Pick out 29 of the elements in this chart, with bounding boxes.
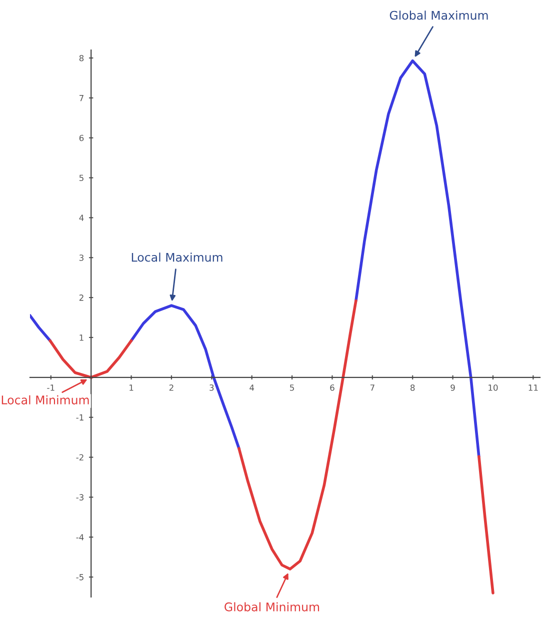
y-tick-label: -3 [76, 494, 84, 500]
y-tick-label: 5 [79, 174, 84, 182]
x-tick-label: 5 [290, 384, 294, 391]
y-tick-label: -1 [76, 414, 84, 420]
x-tick-label: 11 [528, 384, 538, 391]
x-tick-label: 4 [250, 384, 254, 391]
annotation: Global Maximum [390, 10, 488, 20]
y-tick-label: 2 [79, 294, 84, 301]
x-tick-label: 6 [330, 384, 334, 391]
x-tick-label: -1 [47, 384, 54, 391]
x-tick-label: 3 [210, 384, 214, 391]
y-tick-label: 8 [79, 54, 84, 62]
annotation: Local Minimum [2, 395, 89, 404]
y-tick-label: 6 [79, 134, 84, 142]
x-tick-label: 2 [169, 384, 174, 391]
y-tick-label: -2 [76, 454, 84, 460]
y-tick-label: 7 [80, 95, 84, 102]
x-tick-label: 8 [410, 384, 415, 391]
x-tick-label: 10 [488, 384, 498, 391]
x-tick-label: 7 [370, 384, 374, 391]
y-tick-label: 4 [79, 214, 84, 221]
y-tick-label: 3 [79, 254, 84, 261]
y-tick-label: -5 [76, 574, 84, 580]
x-tick-label: 1 [130, 384, 134, 391]
y-tick-label: 1 [80, 334, 84, 341]
annotation: Local Maximum [132, 252, 222, 262]
y-tick-label: -4 [76, 534, 84, 540]
annotation: Global Minimum [224, 602, 320, 612]
x-tick-label: 9 [450, 384, 455, 391]
